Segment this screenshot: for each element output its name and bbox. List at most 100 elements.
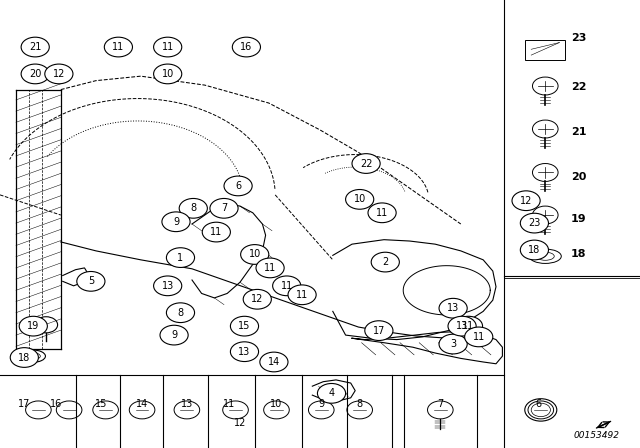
Text: 21: 21 xyxy=(571,127,586,137)
Text: 7: 7 xyxy=(437,399,444,409)
Text: 19: 19 xyxy=(27,321,40,331)
Circle shape xyxy=(230,342,259,362)
Text: 11: 11 xyxy=(161,42,174,52)
Circle shape xyxy=(21,37,49,57)
Text: 1: 1 xyxy=(177,253,184,263)
Circle shape xyxy=(346,190,374,209)
Circle shape xyxy=(448,316,476,336)
Text: 5: 5 xyxy=(88,276,94,286)
Circle shape xyxy=(520,240,548,260)
Text: 16: 16 xyxy=(240,42,253,52)
Text: 18: 18 xyxy=(528,245,541,255)
Text: 20: 20 xyxy=(571,172,586,182)
Circle shape xyxy=(368,203,396,223)
Text: 15: 15 xyxy=(95,399,108,409)
Text: 19: 19 xyxy=(571,214,586,224)
Text: 9: 9 xyxy=(173,217,179,227)
Text: 14: 14 xyxy=(268,357,280,367)
Circle shape xyxy=(154,64,182,84)
Circle shape xyxy=(230,316,259,336)
Text: 4: 4 xyxy=(328,388,335,398)
Circle shape xyxy=(77,271,105,291)
Circle shape xyxy=(520,213,548,233)
Circle shape xyxy=(21,64,49,84)
Text: 20: 20 xyxy=(29,69,42,79)
Text: 10: 10 xyxy=(161,69,174,79)
Text: 13: 13 xyxy=(180,399,193,409)
Text: 10: 10 xyxy=(248,250,261,259)
Text: 12: 12 xyxy=(234,418,246,428)
Text: 23: 23 xyxy=(571,33,586,43)
Text: 12: 12 xyxy=(520,196,532,206)
Text: 17: 17 xyxy=(18,399,31,409)
Text: 22: 22 xyxy=(360,159,372,168)
Text: 12: 12 xyxy=(52,69,65,79)
Text: 22: 22 xyxy=(571,82,586,92)
Circle shape xyxy=(439,298,467,318)
Circle shape xyxy=(45,64,73,84)
Text: 11: 11 xyxy=(472,332,485,342)
Text: 23: 23 xyxy=(528,218,541,228)
Text: 2: 2 xyxy=(382,257,388,267)
Circle shape xyxy=(154,37,182,57)
Circle shape xyxy=(371,252,399,272)
Text: 15: 15 xyxy=(238,321,251,331)
Text: 7: 7 xyxy=(221,203,227,213)
Circle shape xyxy=(202,222,230,242)
Text: 11: 11 xyxy=(296,290,308,300)
Circle shape xyxy=(104,37,132,57)
Text: 11: 11 xyxy=(280,281,293,291)
Text: 18: 18 xyxy=(18,353,31,362)
Text: 14: 14 xyxy=(136,399,148,409)
Text: 16: 16 xyxy=(50,399,63,409)
Circle shape xyxy=(439,334,467,354)
Text: 11: 11 xyxy=(210,227,223,237)
Circle shape xyxy=(273,276,301,296)
Text: 11: 11 xyxy=(112,42,125,52)
Text: 12: 12 xyxy=(251,294,264,304)
Circle shape xyxy=(256,258,284,278)
Circle shape xyxy=(210,198,238,218)
Text: 9: 9 xyxy=(318,399,324,409)
Text: 9: 9 xyxy=(171,330,177,340)
Circle shape xyxy=(288,285,316,305)
Circle shape xyxy=(365,321,393,340)
Text: 21: 21 xyxy=(29,42,42,52)
Circle shape xyxy=(19,316,47,336)
Circle shape xyxy=(154,276,182,296)
Circle shape xyxy=(166,303,195,323)
Circle shape xyxy=(454,316,483,336)
Text: 11: 11 xyxy=(223,399,236,409)
Text: 3: 3 xyxy=(450,339,456,349)
Text: 17: 17 xyxy=(372,326,385,336)
Circle shape xyxy=(317,383,346,403)
Text: 13: 13 xyxy=(456,321,468,331)
Circle shape xyxy=(241,245,269,264)
Circle shape xyxy=(243,289,271,309)
Text: 6: 6 xyxy=(536,399,542,409)
Circle shape xyxy=(179,198,207,218)
Circle shape xyxy=(465,327,493,347)
Text: 13: 13 xyxy=(238,347,251,357)
Text: 11: 11 xyxy=(462,321,475,331)
Text: 10: 10 xyxy=(270,399,283,409)
Circle shape xyxy=(166,248,195,267)
Circle shape xyxy=(224,176,252,196)
Circle shape xyxy=(512,191,540,211)
Text: 18: 18 xyxy=(571,250,586,259)
Circle shape xyxy=(162,212,190,232)
Circle shape xyxy=(10,348,38,367)
Circle shape xyxy=(260,352,288,372)
Text: 6: 6 xyxy=(235,181,241,191)
Text: 8: 8 xyxy=(177,308,184,318)
Text: 00153492: 00153492 xyxy=(573,431,620,440)
Circle shape xyxy=(232,37,260,57)
Text: 13: 13 xyxy=(161,281,174,291)
Text: 8: 8 xyxy=(190,203,196,213)
Circle shape xyxy=(160,325,188,345)
Text: 13: 13 xyxy=(447,303,460,313)
Text: 8: 8 xyxy=(356,399,363,409)
Text: 11: 11 xyxy=(376,208,388,218)
Text: 11: 11 xyxy=(264,263,276,273)
Text: 10: 10 xyxy=(353,194,366,204)
